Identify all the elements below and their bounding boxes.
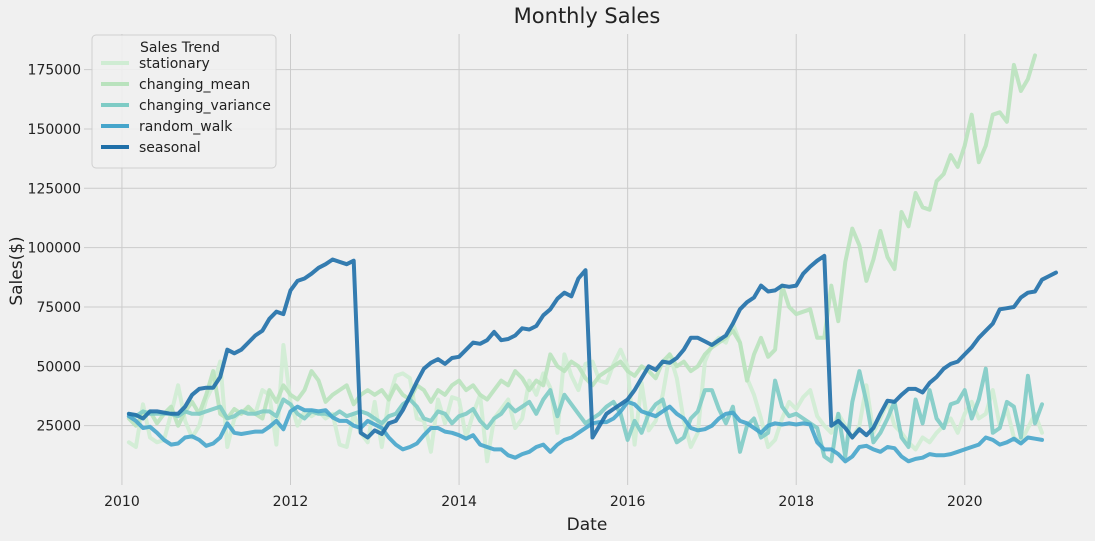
x-tick-label: 2018	[778, 494, 814, 510]
x-tick-label: 2020	[947, 494, 983, 510]
series-lines	[126, 53, 1058, 464]
series-line-random-walk	[126, 399, 1044, 464]
legend-label-random-walk: random_walk	[139, 119, 233, 135]
legend-entries: stationary changing_mean changing_variance…	[101, 56, 271, 156]
grid	[84, 34, 1087, 485]
series-line-seasonal	[126, 253, 1058, 440]
x-tick-label: 2016	[610, 494, 646, 510]
y-tick-labels: 25000 50000 75000 100000 125000 150000 175000	[28, 63, 81, 435]
x-tick-label: 2014	[441, 494, 477, 510]
legend-label-stationary: stationary	[139, 56, 210, 72]
series-line-changing-mean	[126, 53, 1037, 428]
x-tick-label: 2010	[104, 494, 140, 510]
x-axis-label: Date	[567, 515, 608, 535]
x-tick-label: 2012	[273, 494, 309, 510]
legend-box	[91, 34, 277, 169]
legend-label-changing-variance: changing_variance	[139, 98, 271, 114]
y-tick-label: 125000	[28, 181, 81, 197]
y-tick-label: 75000	[36, 300, 81, 316]
y-tick-label: 100000	[28, 241, 81, 257]
x-tick-labels: 2010 2012 2014 2016 2018 2020	[104, 494, 982, 510]
legend: Sales Trend stationary changing_meanchang…	[91, 34, 277, 169]
series-line-changing-variance	[126, 366, 1044, 464]
legend-label-changing-mean: changing_mean	[139, 77, 250, 93]
y-tick-label: 50000	[36, 359, 81, 375]
y-tick-label: 150000	[28, 122, 81, 138]
legend-title: Sales Trend	[140, 40, 220, 56]
y-axis-label: Sales($)	[7, 236, 27, 305]
y-tick-label: 175000	[28, 63, 81, 79]
legend-label-seasonal: seasonal	[139, 140, 201, 156]
y-tick-label: 25000	[36, 419, 81, 435]
chart-title: Monthly Sales	[514, 4, 661, 28]
